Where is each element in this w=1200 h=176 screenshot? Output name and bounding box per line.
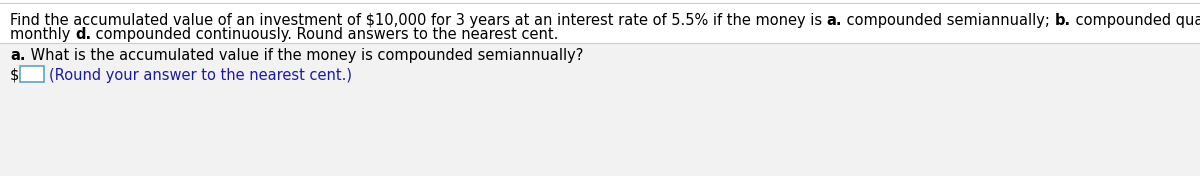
Text: Find the accumulated value of an investment of $10,000 for 3 years at an interes: Find the accumulated value of an investm… <box>10 13 827 28</box>
Text: monthly: monthly <box>10 27 74 42</box>
Text: d.: d. <box>74 27 91 42</box>
Text: a.: a. <box>10 48 25 63</box>
FancyBboxPatch shape <box>20 66 44 82</box>
Text: (Round your answer to the nearest cent.): (Round your answer to the nearest cent.) <box>49 68 352 83</box>
Text: compounded continuously. Round answers to the nearest cent.: compounded continuously. Round answers t… <box>91 27 558 42</box>
Text: What is the accumulated value if the money is compounded semiannually?: What is the accumulated value if the mon… <box>25 48 583 63</box>
Text: compounded semiannually;: compounded semiannually; <box>842 13 1055 28</box>
Text: a.: a. <box>827 13 842 28</box>
Text: compounded quarterly;: compounded quarterly; <box>1070 13 1200 28</box>
Text: b.: b. <box>1055 13 1070 28</box>
Bar <box>0 43 1200 176</box>
Text: $: $ <box>10 68 19 83</box>
